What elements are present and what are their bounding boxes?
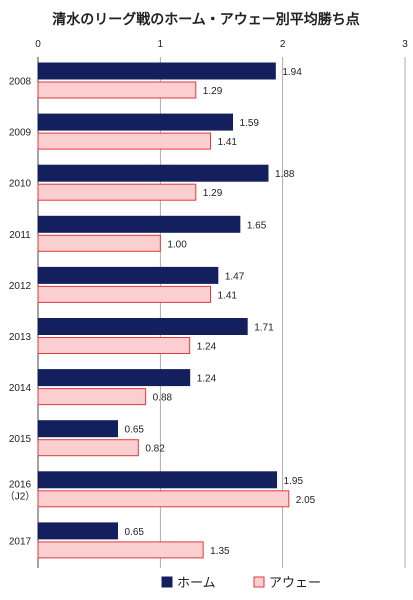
away-value-label-2016: 2.05 [296,495,316,506]
home-bar-2010 [37,164,269,182]
home-bar-2012 [37,266,219,284]
category-label-2009: 2009 [9,128,32,139]
home-value-label-2010: 1.88 [275,169,295,180]
home-value-label-2015: 0.65 [125,425,145,436]
category-label-2016: 2016 [9,479,32,490]
away-bar-2016 [37,490,290,508]
away-bar-2008 [37,81,197,99]
away-value-label-2014: 0.88 [153,393,173,404]
home-value-label-2009: 1.59 [240,118,260,129]
away-value-label-2012: 1.41 [217,290,237,301]
legend-swatch-home [161,576,173,588]
away-bar-2011 [37,234,161,252]
away-bar-2009 [37,132,211,150]
home-bar-2015 [37,420,119,438]
legend-label-home: ホーム [177,576,216,591]
x-tick-label-2: 2 [280,39,286,50]
legend: ホーム アウェー [161,576,321,591]
legend-label-away: アウェー [269,576,321,591]
home-bar-2016 [37,471,278,489]
category-label-2011: 2011 [9,230,31,241]
home-value-label-2012: 1.47 [225,271,245,282]
away-bar-2010 [37,183,197,201]
away-bar-2017 [37,541,204,559]
category-label-2012: 2012 [9,281,32,292]
away-value-label-2015: 0.82 [145,444,165,455]
home-value-label-2017: 0.65 [125,527,145,538]
home-value-label-2016: 1.95 [284,476,304,487]
home-bar-2011 [37,215,241,233]
bars [37,62,290,559]
category-label-2015: 2015 [9,434,32,445]
legend-swatch-away [253,576,265,588]
home-bar-2009 [37,113,234,131]
x-tick-label-1: 1 [158,39,164,50]
away-bar-2015 [37,439,139,457]
away-bar-2014 [37,388,147,406]
home-value-label-2014: 1.24 [197,374,217,385]
away-value-label-2017: 1.35 [210,546,230,557]
category-label-2017: 2017 [9,536,32,547]
home-value-label-2008: 1.94 [282,67,302,78]
category-label-2010: 2010 [9,179,32,190]
chart-title: 清水のリーグ戦のホーム・アウェー別平均勝ち点 [52,11,360,28]
home-bar-2013 [37,318,248,335]
home-value-label-2011: 1.65 [247,220,267,231]
x-tick-label-0: 0 [35,39,41,50]
home-bar-2017 [37,522,119,540]
away-value-label-2010: 1.29 [203,188,223,199]
away-bar-2012 [37,285,211,303]
away-value-label-2013: 1.24 [197,342,217,353]
category-label-2013: 2013 [9,332,32,343]
x-axis-ticks: 0 1 2 3 [35,39,408,50]
category-label-2008: 2008 [9,77,32,88]
home-bar-2008 [37,62,276,80]
x-tick-label-3: 3 [402,39,408,50]
away-bar-2013 [37,337,191,354]
away-value-label-2009: 1.41 [217,137,237,148]
away-value-label-2011: 1.00 [167,239,187,250]
away-value-label-2008: 1.29 [203,86,223,97]
home-value-label-2013: 1.71 [254,323,274,334]
data-labels: 1.941.291.591.411.881.291.651.001.471.41… [125,67,316,557]
category-label-2014: 2014 [9,383,32,394]
category-sublabel-2016: （J2） [5,490,36,502]
home-bar-2014 [37,369,191,387]
category-labels: 2008 2009 2010 2011 2012 2013 2014 2015 2016（J2）… [5,77,36,548]
